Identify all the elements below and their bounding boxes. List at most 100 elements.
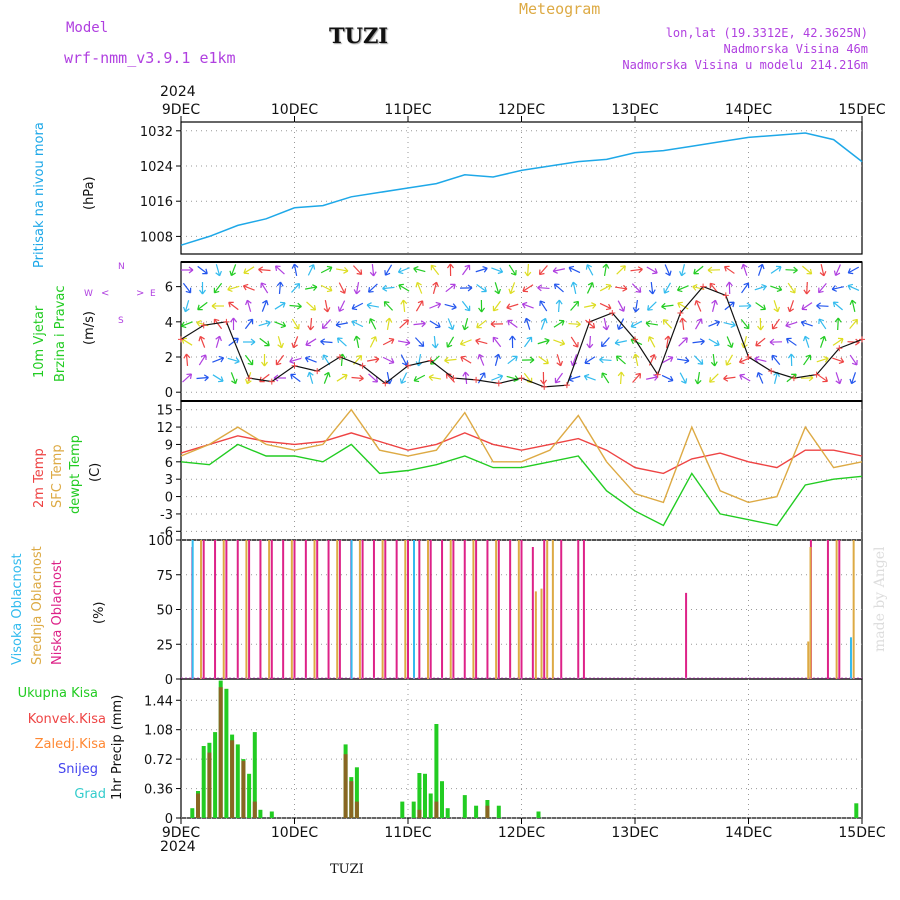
precip-bar-0 xyxy=(400,801,405,818)
wind-arrow-shaft xyxy=(708,321,720,327)
wind-arrow-head xyxy=(337,306,345,312)
wind-arrow xyxy=(741,282,750,294)
wind-arrow-shaft xyxy=(274,302,286,310)
wind-gust-marker xyxy=(427,357,434,364)
wind-arrow-shaft xyxy=(712,353,716,367)
wind-arrow-shaft xyxy=(182,373,192,383)
wind-arrow xyxy=(692,338,705,346)
wind-arrow-shaft xyxy=(806,281,808,295)
wind-arrow-shaft xyxy=(616,265,626,275)
wind-arrow-head xyxy=(789,287,796,294)
wind-arrow xyxy=(847,266,860,275)
precip-bar-0 xyxy=(411,801,416,818)
wind-arrow-shaft xyxy=(646,376,658,380)
wind-arrow-head xyxy=(188,266,194,274)
wind-arrow xyxy=(679,372,688,384)
wind-arrow-head xyxy=(310,304,317,311)
wind-arrow-shaft xyxy=(847,285,860,291)
wind-arrow-shaft xyxy=(352,265,363,275)
wind-arrow xyxy=(819,335,827,348)
wind-arrow-head xyxy=(494,353,501,360)
wind-arrow-head xyxy=(847,268,854,275)
wind-arrow-shaft xyxy=(847,341,860,343)
wind-arrow xyxy=(725,281,733,295)
wind-arrow-head xyxy=(614,339,620,346)
wind-arrow xyxy=(492,336,502,348)
wind-arrow-shaft xyxy=(463,318,469,330)
wind-arrow xyxy=(740,318,750,330)
wind-arrow-shaft xyxy=(476,319,487,329)
wind-arrow-head xyxy=(435,322,441,329)
cloud-ytick-label: 25 xyxy=(156,638,173,653)
wind-arrow xyxy=(305,338,317,347)
wind-arrow-shaft xyxy=(386,317,391,331)
wind-arrow xyxy=(694,371,702,385)
wind-arrow xyxy=(198,335,206,348)
legend-zaledj: Zaledj.Kisa xyxy=(34,737,106,752)
wind-arrow-shaft xyxy=(525,318,531,330)
wind-arrow xyxy=(553,339,566,347)
wind-arrow-shaft xyxy=(444,303,457,309)
wind-gust-marker xyxy=(563,382,570,389)
time-tick-label-bottom: 11DEC xyxy=(384,825,431,841)
wind-arrow-shaft xyxy=(382,356,395,364)
wind-arrow-head xyxy=(822,376,828,383)
wind-arrow-head xyxy=(818,318,825,325)
wind-arrow-shaft xyxy=(196,376,209,380)
wind-arrow-head xyxy=(293,324,300,330)
wind-arrow-head xyxy=(572,342,579,348)
wind-arrow xyxy=(508,335,516,349)
wind-arrow-shaft xyxy=(275,265,285,275)
wind-arrow xyxy=(754,283,767,291)
wind-arrow-shaft xyxy=(414,337,425,347)
wind-arrow-shaft xyxy=(676,358,690,362)
wind-arrow-shaft xyxy=(215,336,221,348)
wind-arrow-shaft xyxy=(230,264,237,276)
wind-arrow-head xyxy=(388,357,395,365)
wind-arrow xyxy=(181,266,194,274)
wind-arrow-head xyxy=(740,263,748,270)
wind-arrow-head xyxy=(275,359,282,366)
wind-arrow xyxy=(459,339,472,347)
wind-arrow xyxy=(289,357,302,364)
wind-arrow-head xyxy=(444,356,450,364)
product-title: Meteogram xyxy=(519,0,601,18)
wind-arrow-head xyxy=(739,373,745,380)
wind-arrow-shaft xyxy=(740,318,750,330)
time-tick-label-top: 15DEC xyxy=(838,102,885,118)
wind-gust-marker xyxy=(336,354,343,361)
wind-arrow-head xyxy=(661,302,667,310)
wind-arrow-shaft xyxy=(447,318,454,330)
wind-arrow-shaft xyxy=(601,337,610,347)
wind-arrow xyxy=(368,318,377,330)
wind-arrow xyxy=(769,338,783,346)
wind-arrow-shaft xyxy=(570,336,579,348)
wind-arrow-head xyxy=(356,269,363,275)
wind-arrow-head xyxy=(320,338,326,346)
wind-arrow xyxy=(584,302,597,309)
wind-arrow-shaft xyxy=(785,321,798,327)
wind-arrow xyxy=(197,301,208,311)
wind-arrow xyxy=(415,300,424,312)
wind-arrow-shaft xyxy=(308,372,314,384)
wind-arrow-shaft xyxy=(338,282,346,294)
precip-bar-0 xyxy=(354,767,359,818)
wind-arrow xyxy=(586,282,595,294)
wind-arrow-shaft xyxy=(568,266,581,274)
wind-arrow xyxy=(228,301,239,311)
wind-arrow xyxy=(351,374,364,382)
wind-arrow-shaft xyxy=(477,372,486,384)
wind-arrow-shaft xyxy=(475,267,488,273)
wind-arrow-head xyxy=(372,376,379,383)
wind-arrow-shaft xyxy=(198,354,207,366)
wind-arrow-head xyxy=(723,374,729,382)
precip-ytick-label: 0.72 xyxy=(144,753,173,768)
wind-arrow xyxy=(335,266,349,274)
wind-arrow-head xyxy=(211,302,217,310)
wind-arrow-shaft xyxy=(523,336,533,348)
wind-arrow-shaft xyxy=(757,264,764,276)
wind-arrow xyxy=(491,267,504,275)
wind-arrow xyxy=(413,320,426,328)
wind-gust-marker xyxy=(768,368,775,375)
wind-arrow-shaft xyxy=(309,317,313,331)
